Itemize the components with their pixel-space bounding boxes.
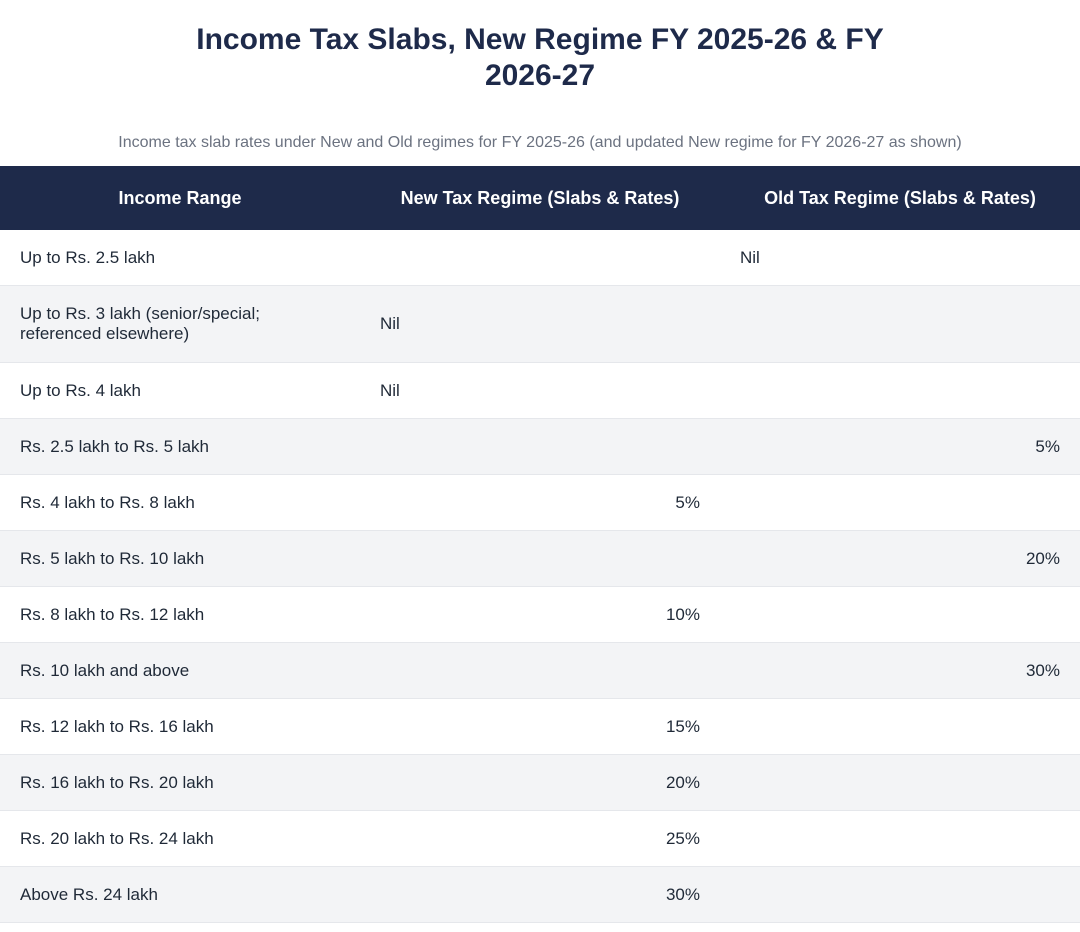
new-regime-cell: [360, 418, 720, 475]
table-row: Rs. 2.5 lakh to Rs. 5 lakh 5%: [0, 418, 1080, 475]
new-regime-cell: 20%: [360, 754, 720, 811]
table-row: Rs. 8 lakh to Rs. 12 lakh 10%: [0, 586, 1080, 643]
income-range-cell: Up to Rs. 4 lakh: [0, 362, 360, 419]
tax-slab-table: Income Range New Tax Regime (Slabs & Rat…: [0, 166, 1080, 923]
table-header-row: Income Range New Tax Regime (Slabs & Rat…: [0, 166, 1080, 230]
income-range-cell: Rs. 10 lakh and above: [0, 642, 360, 699]
old-regime-cell: [720, 866, 1080, 923]
old-regime-cell: [720, 285, 1080, 363]
old-regime-cell: [720, 362, 1080, 419]
income-range-cell: Rs. 5 lakh to Rs. 10 lakh: [0, 530, 360, 587]
new-regime-cell: 25%: [360, 810, 720, 867]
income-range-cell: Rs. 12 lakh to Rs. 16 lakh: [0, 698, 360, 755]
new-regime-cell: 10%: [360, 586, 720, 643]
column-header-new-regime: New Tax Regime (Slabs & Rates): [360, 166, 720, 230]
table-row: Rs. 10 lakh and above 30%: [0, 642, 1080, 699]
old-regime-cell: 30%: [720, 642, 1080, 699]
new-regime-cell: [360, 642, 720, 699]
income-range-cell: Up to Rs. 2.5 lakh: [0, 230, 360, 286]
table-row: Rs. 16 lakh to Rs. 20 lakh 20%: [0, 754, 1080, 811]
table-row: Rs. 4 lakh to Rs. 8 lakh 5%: [0, 474, 1080, 531]
income-range-cell: Above Rs. 24 lakh: [0, 866, 360, 923]
old-regime-cell: [720, 754, 1080, 811]
table-row: Rs. 12 lakh to Rs. 16 lakh 15%: [0, 698, 1080, 755]
new-regime-cell: 15%: [360, 698, 720, 755]
old-regime-cell: Nil: [720, 230, 1080, 286]
old-regime-cell: [720, 698, 1080, 755]
column-header-income-range: Income Range: [0, 166, 360, 230]
table-row: Up to Rs. 3 lakh (senior/special; refere…: [0, 285, 1080, 363]
income-range-cell: Rs. 8 lakh to Rs. 12 lakh: [0, 586, 360, 643]
income-range-cell: Rs. 4 lakh to Rs. 8 lakh: [0, 474, 360, 531]
column-header-old-regime: Old Tax Regime (Slabs & Rates): [720, 166, 1080, 230]
table-row: Above Rs. 24 lakh 30%: [0, 866, 1080, 923]
new-regime-cell: 5%: [360, 474, 720, 531]
page-subtitle: Income tax slab rates under New and Old …: [118, 134, 962, 151]
income-range-cell: Rs. 2.5 lakh to Rs. 5 lakh: [0, 418, 360, 475]
new-regime-cell: Nil: [360, 362, 720, 419]
new-regime-cell: [360, 530, 720, 587]
old-regime-cell: [720, 474, 1080, 531]
old-regime-cell: 20%: [720, 530, 1080, 587]
new-regime-cell: 30%: [360, 866, 720, 923]
old-regime-cell: 5%: [720, 418, 1080, 475]
income-range-cell: Rs. 16 lakh to Rs. 20 lakh: [0, 754, 360, 811]
income-range-cell: Rs. 20 lakh to Rs. 24 lakh: [0, 810, 360, 867]
old-regime-cell: [720, 810, 1080, 867]
old-regime-cell: [720, 586, 1080, 643]
page-title: Income Tax Slabs, New Regime FY 2025-26 …: [196, 23, 884, 92]
table-row: Up to Rs. 4 lakh Nil: [0, 362, 1080, 419]
new-regime-cell: [360, 230, 720, 286]
new-regime-cell: Nil: [360, 285, 720, 363]
table-row: Up to Rs. 2.5 lakh Nil: [0, 230, 1080, 286]
income-range-cell: Up to Rs. 3 lakh (senior/special; refere…: [0, 285, 360, 363]
table-row: Rs. 20 lakh to Rs. 24 lakh 25%: [0, 810, 1080, 867]
table-row: Rs. 5 lakh to Rs. 10 lakh 20%: [0, 530, 1080, 587]
